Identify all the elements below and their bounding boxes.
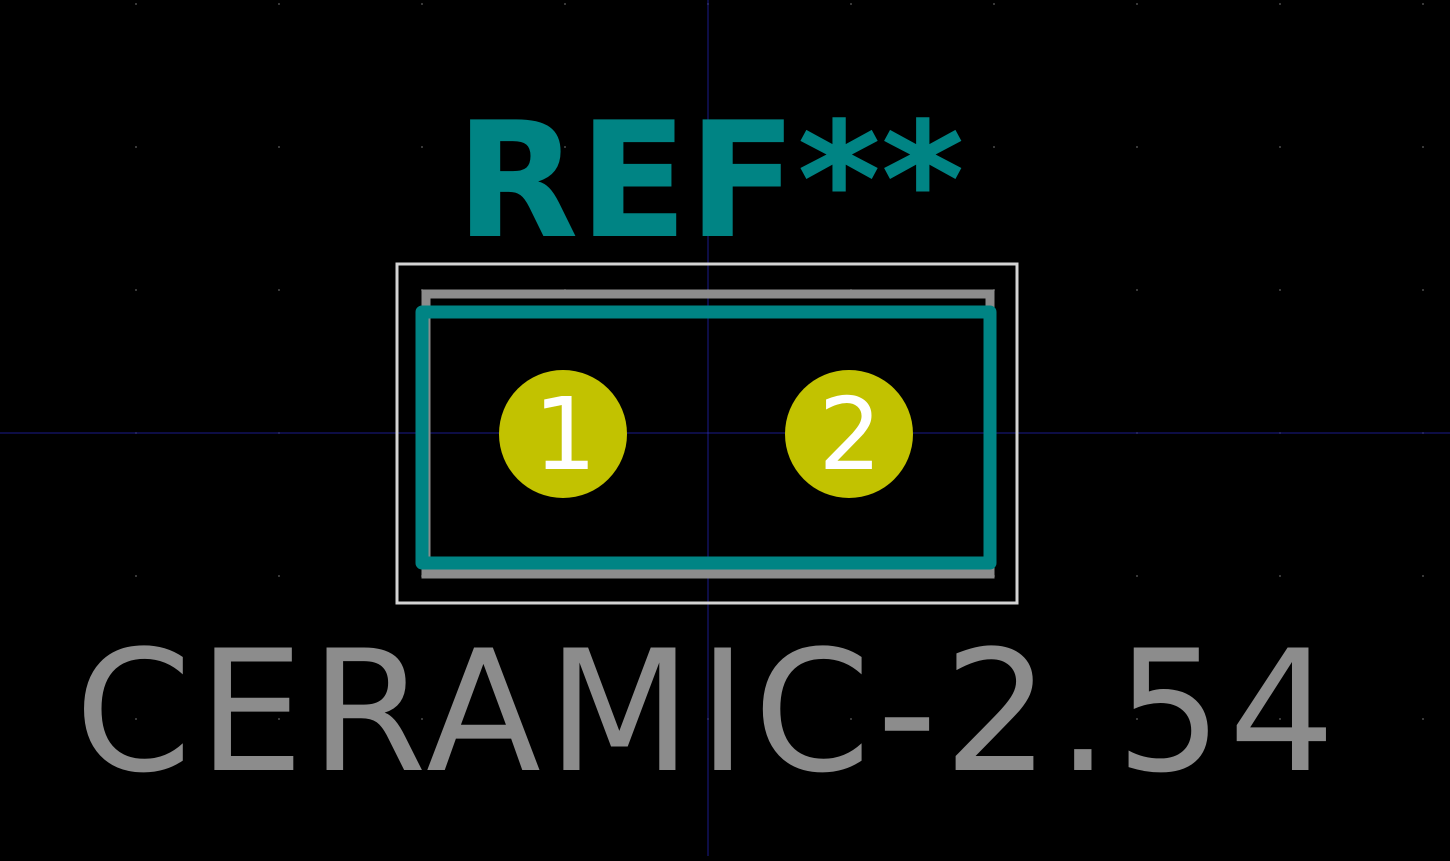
- pad-2[interactable]: 2: [785, 370, 913, 498]
- pad-2-number: 2: [818, 376, 882, 493]
- grid-dot: [135, 289, 137, 291]
- grid-dot: [850, 718, 852, 720]
- grid-dot: [1279, 289, 1281, 291]
- grid-dot: [1136, 3, 1138, 5]
- grid-dot: [1279, 146, 1281, 148]
- pad-1-number: 1: [533, 376, 597, 493]
- grid-dot: [278, 718, 280, 720]
- grid-dot: [278, 146, 280, 148]
- grid-dot: [1422, 146, 1424, 148]
- grid-dot: [1279, 3, 1281, 5]
- grid-dot: [564, 3, 566, 5]
- grid-dot: [1422, 718, 1424, 720]
- grid-dot: [135, 146, 137, 148]
- grid-dot: [278, 575, 280, 577]
- grid-dot: [993, 3, 995, 5]
- grid-dot: [278, 289, 280, 291]
- grid-dot: [135, 3, 137, 5]
- grid-dot: [993, 146, 995, 148]
- grid-dot: [1422, 289, 1424, 291]
- grid-dot: [421, 3, 423, 5]
- grid-dot: [1136, 718, 1138, 720]
- grid-dot: [1279, 575, 1281, 577]
- grid-dot: [564, 718, 566, 720]
- grid-dot: [278, 3, 280, 5]
- grid-dot: [1279, 718, 1281, 720]
- value-text[interactable]: CERAMIC-2.54: [75, 614, 1342, 810]
- grid-dot: [850, 3, 852, 5]
- grid-dot: [564, 146, 566, 148]
- grid-dot: [993, 718, 995, 720]
- pad-2-copper[interactable]: [785, 370, 913, 498]
- grid-dot: [135, 575, 137, 577]
- grid-dot: [421, 718, 423, 720]
- pad-1[interactable]: 1: [499, 370, 627, 498]
- reference-designator[interactable]: REF**: [455, 87, 964, 274]
- grid-dot: [421, 146, 423, 148]
- grid-dot: [1422, 575, 1424, 577]
- silkscreen-outline[interactable]: [415, 305, 997, 570]
- grid-dot: [1422, 3, 1424, 5]
- grid-dot: [135, 718, 137, 720]
- courtyard-outline[interactable]: [395, 262, 1019, 605]
- grid-dot: [1136, 575, 1138, 577]
- grid-dot: [1136, 289, 1138, 291]
- grid-dot: [1136, 146, 1138, 148]
- grid-dot: [850, 146, 852, 148]
- pad-1-copper[interactable]: [499, 370, 627, 498]
